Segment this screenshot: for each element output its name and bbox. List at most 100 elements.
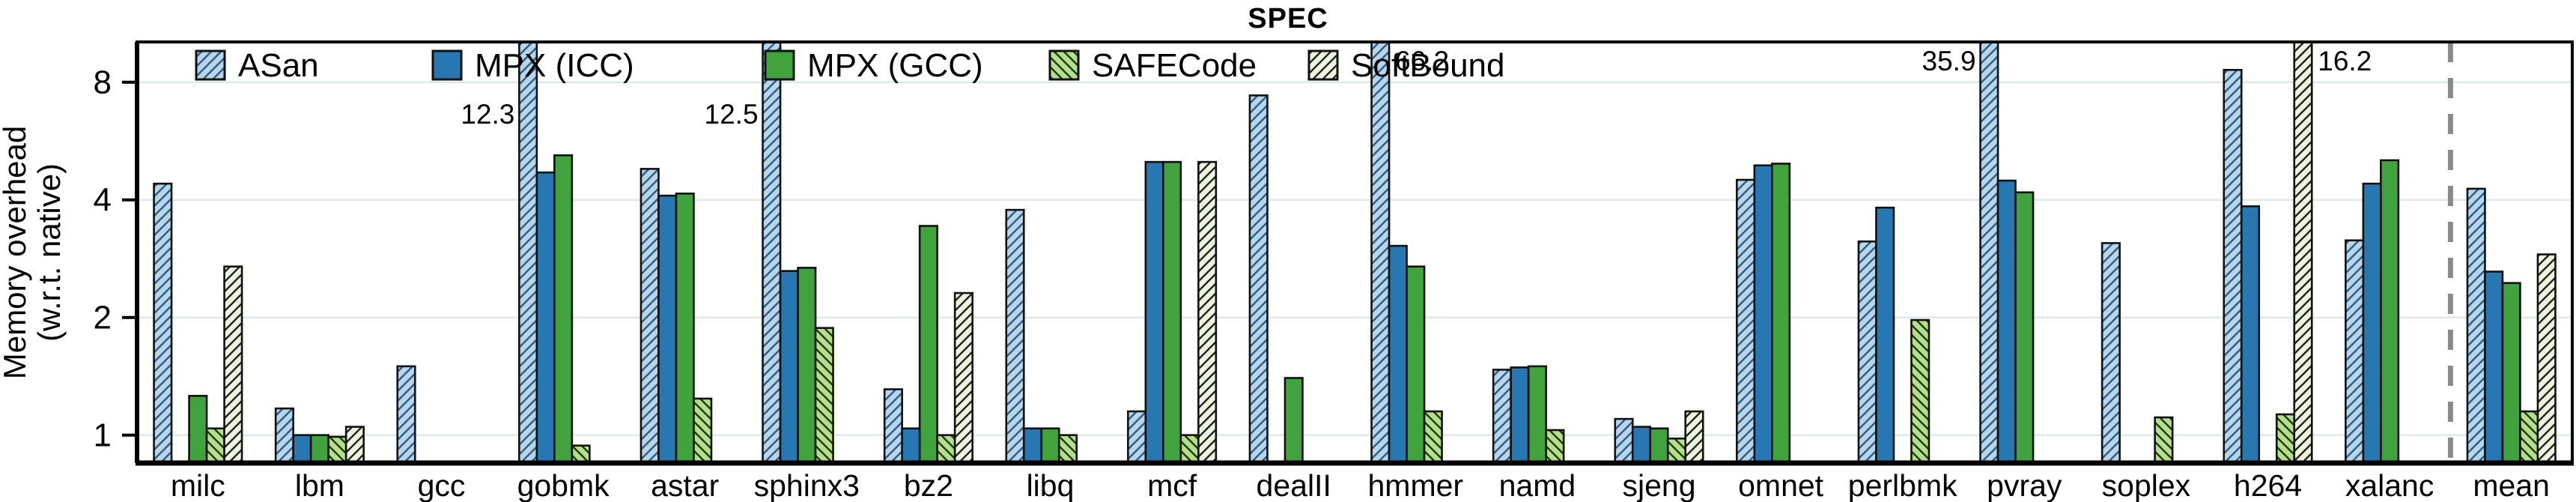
legend-label-MPX (GCC): MPX (GCC) (807, 47, 983, 84)
annotation-hmmer-66.2: 66.2 (1395, 46, 1449, 76)
legend-swatch-ASan (195, 49, 226, 81)
bar-astar-ASan (640, 168, 660, 465)
bar-gcc-ASan (396, 365, 416, 465)
bar-sjeng-MPX (GCC) (1649, 427, 1669, 465)
bar-sjeng-MPX (ICC) (1631, 426, 1652, 465)
legend-item-MPX (ICC): MPX (ICC) (431, 47, 634, 84)
bar-mcf-SAFECode (1179, 434, 1200, 465)
bar-dealII-MPX (GCC) (1284, 377, 1304, 465)
bar-dealII-ASan (1248, 94, 1269, 465)
bar-namd-MPX (ICC) (1510, 366, 1530, 465)
bar-milc-SoftBound (223, 265, 243, 465)
x-tick-label-xalanc: xalanc (2345, 468, 2434, 502)
bar-gobmk-MPX (ICC) (535, 171, 556, 465)
bar-mean-ASan (2466, 187, 2486, 465)
x-tick-label-sjeng: sjeng (1622, 468, 1695, 502)
x-tick-label-pvray: pvray (1987, 468, 2062, 502)
x-tick-label-libq: libq (1027, 468, 1075, 502)
legend-label-MPX (ICC): MPX (ICC) (475, 47, 634, 84)
bar-xalanc-ASan (2345, 239, 2365, 465)
bar-h264-MPX (ICC) (2240, 205, 2261, 465)
bar-mean-SoftBound (2536, 253, 2557, 465)
x-tick-label-milc: milc (171, 468, 225, 502)
bar-libq-MPX (ICC) (1022, 427, 1043, 465)
bar-mcf-MPX (GCC) (1162, 160, 1182, 465)
y-tick-label-4: 4 (94, 182, 112, 219)
bar-mcf-SoftBound (1197, 160, 1218, 465)
bar-omnet-ASan (1736, 178, 1756, 465)
bar-soplex-ASan (2100, 242, 2121, 465)
bar-astar-MPX (GCC) (675, 193, 695, 465)
bar-xalanc-MPX (GCC) (2380, 159, 2400, 465)
bar-milc-MPX (GCC) (188, 395, 208, 465)
x-tick-label-hmmer: hmmer (1368, 468, 1464, 502)
x-tick-label-gobmk: gobmk (517, 468, 610, 502)
bar-namd-SAFECode (1545, 429, 1565, 465)
bar-gobmk-MPX (GCC) (553, 154, 574, 465)
bar-milc-SAFECode (205, 427, 225, 465)
x-tick-label-bz2: bz2 (904, 468, 953, 502)
legend-label-SoftBound: SoftBound (1351, 47, 1505, 84)
y-axis-label-line2: (w.r.t. native) (31, 163, 67, 342)
legend-label-ASan: ASan (238, 47, 319, 84)
bar-perlbmk-MPX (ICC) (1875, 206, 1895, 465)
bar-lbm-SoftBound (344, 426, 365, 465)
y-tick-label-8: 8 (94, 64, 112, 101)
bar-mean-MPX (GCC) (2501, 282, 2521, 465)
bar-sjeng-ASan (1614, 417, 1634, 465)
y-tick-label-2: 2 (94, 300, 112, 336)
bar-namd-ASan (1492, 369, 1512, 465)
bar-sphinx3-SAFECode (814, 327, 834, 465)
bar-libq-MPX (GCC) (1040, 427, 1060, 465)
bar-sphinx3-MPX (ICC) (779, 270, 799, 465)
legend-item-ASan: ASan (195, 47, 319, 84)
bar-soplex-SAFECode (2154, 416, 2174, 465)
bar-hmmer-MPX (ICC) (1388, 244, 1408, 465)
legend-item-MPX (GCC): MPX (GCC) (764, 47, 983, 84)
legend-item-SoftBound: SoftBound (1307, 47, 1505, 84)
bar-h264-ASan (2223, 69, 2243, 465)
x-tick-label-soplex: soplex (2102, 468, 2191, 502)
bar-pvray-MPX (GCC) (2014, 191, 2035, 465)
annotation-sphinx3-12.5: 12.5 (705, 99, 759, 130)
bar-h264-SAFECode (2275, 413, 2296, 465)
x-tick-label-namd: namd (1499, 468, 1576, 502)
x-tick-label-gcc: gcc (418, 468, 466, 502)
bar-perlbmk-ASan (1857, 240, 1877, 465)
bar-bz2-SoftBound (953, 291, 973, 465)
bar-milc-ASan (153, 182, 173, 465)
bar-sjeng-SoftBound (1684, 410, 1704, 465)
bar-lbm-SAFECode (327, 435, 347, 465)
legend-swatch-SAFECode (1048, 49, 1080, 81)
bar-bz2-MPX (GCC) (918, 225, 938, 465)
bar-pvray-ASan (1979, 40, 1999, 465)
bar-sphinx3-MPX (GCC) (797, 267, 817, 465)
x-tick-label-lbm: lbm (295, 468, 344, 502)
bar-hmmer-SAFECode (1423, 410, 1443, 465)
bar-mcf-MPX (ICC) (1144, 160, 1164, 465)
bar-bz2-ASan (883, 388, 903, 465)
bar-lbm-MPX (ICC) (292, 434, 312, 465)
bar-mcf-ASan (1127, 410, 1147, 465)
bar-astar-SAFECode (693, 397, 713, 465)
bar-hmmer-ASan (1370, 40, 1391, 465)
bar-h264-SoftBound (2293, 40, 2313, 465)
bar-sphinx3-ASan (762, 40, 782, 465)
bar-lbm-MPX (GCC) (309, 434, 329, 465)
chart-title: SPEC (1248, 3, 1328, 34)
legend-swatch-SoftBound (1307, 49, 1339, 81)
legend-swatch-MPX (GCC) (764, 49, 795, 81)
x-tick-label-astar: astar (651, 468, 719, 502)
annotation-h264-16.2: 16.2 (2318, 46, 2372, 76)
bar-perlbmk-SAFECode (1910, 318, 1931, 465)
bar-gobmk-ASan (518, 40, 538, 465)
x-tick-label-dealII: dealII (1257, 468, 1331, 502)
x-tick-label-sphinx3: sphinx3 (754, 468, 860, 502)
bar-namd-MPX (GCC) (1527, 365, 1547, 465)
x-tick-label-mcf: mcf (1147, 468, 1197, 502)
bar-libq-ASan (1005, 208, 1025, 465)
bar-sjeng-SAFECode (1666, 437, 1687, 465)
bar-mean-MPX (ICC) (2484, 270, 2504, 465)
bar-omnet-MPX (GCC) (1771, 163, 1791, 465)
